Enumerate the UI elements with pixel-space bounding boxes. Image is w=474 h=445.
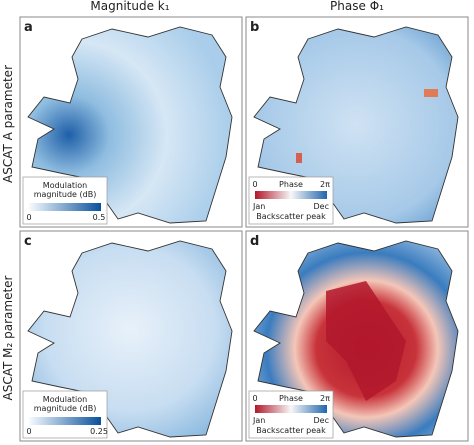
colorbar-label: Dec [314, 416, 329, 425]
column-title: Phase Φ₁ [330, 0, 384, 13]
legend-title: Modulation [43, 395, 87, 404]
colorbar-label: 0 [252, 180, 257, 189]
column-title: Magnitude k₁ [90, 0, 169, 13]
colorbar [29, 203, 101, 211]
panel-letter: a [24, 20, 33, 35]
map-patch [326, 281, 406, 401]
legend-title: Phase [279, 394, 303, 403]
colorbar [29, 417, 101, 425]
colorbar [255, 191, 327, 199]
colorbar-label: 0.25 [90, 427, 108, 436]
colorbar [255, 405, 327, 413]
colorbar-label: 2π [320, 394, 330, 403]
legend-title: Phase [279, 180, 303, 189]
colorbar-label: Jan [252, 202, 265, 211]
colorbar-label: 0 [26, 427, 31, 436]
colorbar-label: 2π [320, 180, 330, 189]
panel-letter: b [250, 20, 259, 35]
legend-title: Modulation [43, 181, 87, 190]
legend-title: magnitude (dB) [34, 404, 97, 413]
panel-letter: d [250, 234, 259, 249]
legend-box [22, 176, 108, 225]
legend-caption: Backscatter peak [256, 212, 326, 221]
row-title: ASCAT M₂ parameter [1, 275, 15, 400]
colorbar-label: 0 [252, 394, 257, 403]
colorbar-label: Dec [314, 202, 329, 211]
legend-caption: Backscatter peak [256, 426, 326, 435]
panel-letter: c [24, 234, 32, 249]
legend-box [248, 390, 334, 439]
legend-box [22, 390, 108, 439]
map-patch [424, 89, 438, 97]
row-title: ASCAT A parameter [1, 65, 15, 183]
colorbar-label: Jan [252, 416, 265, 425]
legend-title: magnitude (dB) [34, 190, 97, 199]
colorbar-label: 0 [26, 213, 31, 222]
map-patch [296, 153, 302, 163]
legend-box [248, 176, 334, 225]
colorbar-label: 0.5 [93, 213, 106, 222]
